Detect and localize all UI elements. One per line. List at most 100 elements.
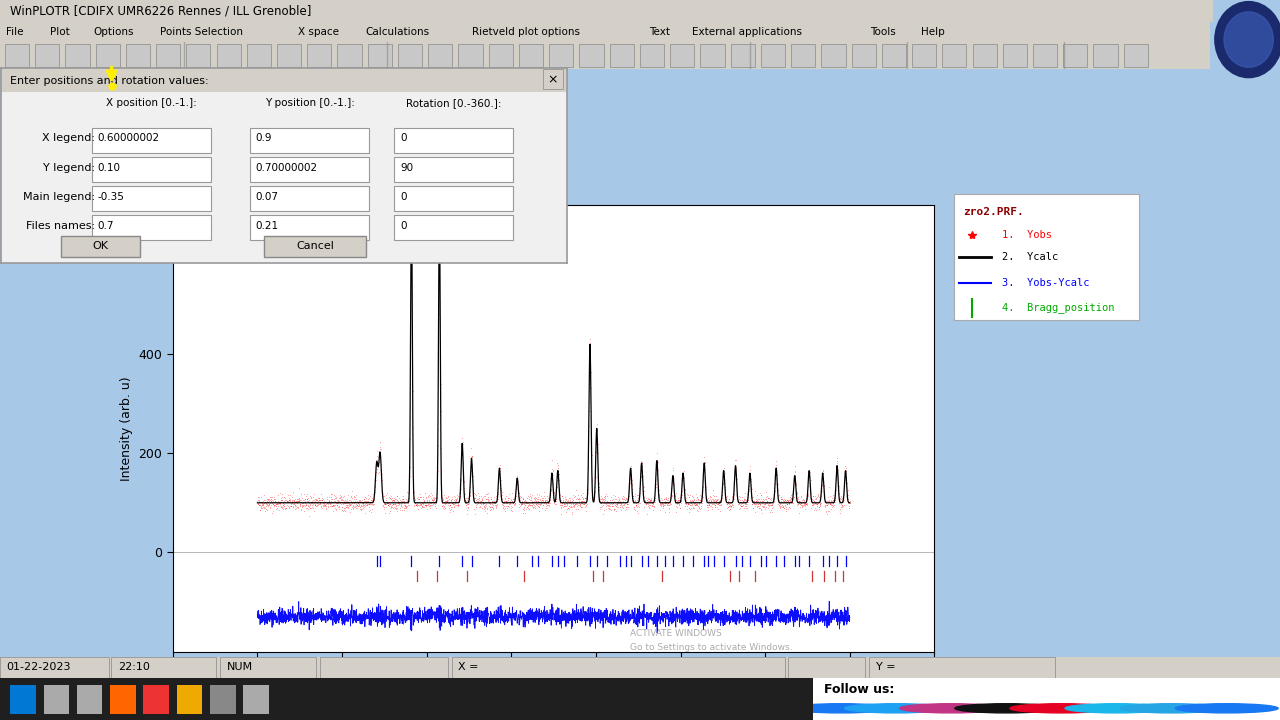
Point: [297, 489, 317, 500]
Point: [376, 492, 397, 504]
Point: [582, 492, 603, 504]
Point: [645, 492, 666, 504]
Point: [534, 490, 554, 502]
Point: [810, 499, 831, 510]
Point: [260, 502, 280, 513]
Point: [468, 493, 489, 505]
Point: [595, 490, 616, 502]
Point: [280, 500, 301, 512]
Point: [360, 496, 380, 508]
Point: [628, 501, 649, 513]
Point: [440, 505, 461, 516]
Point: [293, 500, 314, 511]
Point: [274, 491, 294, 503]
Point: [733, 495, 754, 507]
Point: [448, 499, 468, 510]
Point: [289, 500, 310, 512]
Point: [787, 495, 808, 507]
Point: [623, 503, 644, 515]
Point: [824, 493, 845, 505]
Point: [566, 493, 586, 505]
Point: [522, 495, 543, 507]
Point: [758, 503, 778, 514]
Point: [669, 502, 690, 513]
Point: [412, 500, 433, 512]
Point: [687, 500, 708, 511]
Point: [499, 498, 520, 510]
Point: [310, 497, 330, 508]
Point: [827, 457, 847, 469]
Point: [270, 498, 291, 509]
Point: [625, 497, 645, 508]
Point: [511, 498, 531, 510]
Point: [644, 497, 664, 508]
Point: [467, 495, 488, 507]
Point: [782, 496, 803, 508]
Point: [255, 503, 275, 514]
Point: [273, 499, 293, 510]
Point: [780, 498, 800, 509]
Point: [590, 501, 611, 513]
Point: [838, 493, 859, 505]
Point: [429, 232, 449, 243]
Point: [808, 488, 828, 500]
Point: [558, 495, 579, 507]
Point: [581, 405, 602, 417]
Point: [515, 500, 535, 511]
Point: [600, 505, 621, 516]
FancyBboxPatch shape: [580, 44, 604, 67]
Point: [462, 475, 483, 487]
Point: [602, 500, 622, 512]
Point: [280, 498, 301, 510]
Point: [736, 503, 756, 514]
Point: [435, 492, 456, 504]
Point: [389, 504, 410, 516]
Point: [326, 499, 347, 510]
Point: [517, 498, 538, 509]
Point: [411, 500, 431, 512]
Point: [600, 496, 621, 508]
Point: [431, 465, 452, 477]
Point: [607, 498, 627, 509]
Point: [579, 405, 599, 417]
Point: [433, 494, 453, 505]
Point: [481, 493, 502, 505]
Point: [640, 494, 660, 505]
Point: [324, 500, 344, 512]
Point: [822, 502, 842, 513]
Point: [355, 500, 375, 512]
Point: [282, 494, 302, 505]
Point: [637, 492, 658, 504]
Point: [680, 489, 700, 500]
Point: [750, 489, 771, 500]
Point: [463, 503, 484, 515]
Point: [355, 491, 375, 503]
Point: [536, 495, 557, 506]
Point: [701, 496, 722, 508]
Point: [393, 493, 413, 505]
Point: [372, 485, 393, 497]
Point: [796, 497, 817, 508]
Point: [600, 500, 621, 511]
Point: [385, 498, 406, 509]
Point: [809, 491, 829, 503]
Point: [630, 477, 650, 488]
Point: [806, 498, 827, 510]
FancyBboxPatch shape: [367, 44, 392, 67]
Point: [486, 502, 507, 513]
Point: [421, 499, 442, 510]
Point: [255, 502, 275, 513]
Point: [347, 503, 367, 514]
Point: [556, 491, 576, 503]
Point: [495, 502, 516, 513]
Point: [690, 495, 710, 506]
Point: [369, 446, 389, 457]
Point: [326, 497, 347, 508]
Point: [694, 456, 714, 468]
Point: [506, 492, 526, 503]
Point: [515, 494, 535, 505]
Point: [425, 498, 445, 510]
Point: [735, 492, 755, 504]
Point: [815, 498, 836, 509]
Point: [307, 497, 328, 508]
